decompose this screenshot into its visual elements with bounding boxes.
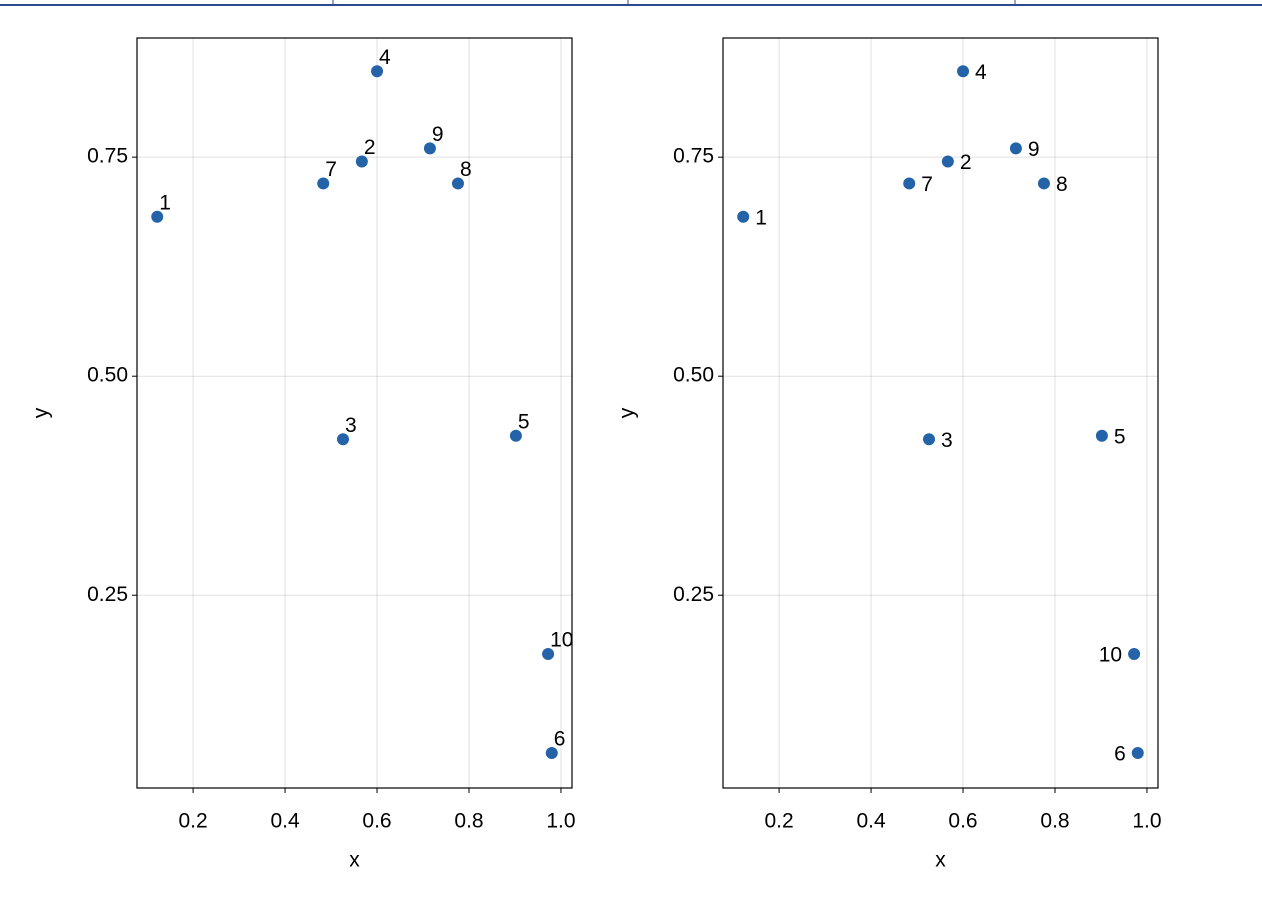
point-label: 1	[755, 206, 767, 229]
points: 1 2 3 4 5 6 7 89 10	[737, 61, 1144, 766]
point	[317, 177, 330, 190]
x-axis-label: x	[349, 849, 360, 872]
point	[903, 177, 916, 190]
point	[451, 177, 464, 190]
point	[337, 433, 350, 446]
point	[545, 746, 558, 759]
point-label: 5	[1114, 425, 1126, 448]
y-tick-label: 0.50	[87, 364, 128, 387]
point	[1009, 142, 1022, 155]
point-label: 6	[554, 728, 566, 751]
point-label: 2	[960, 151, 972, 174]
point-label: 7	[325, 158, 337, 181]
point	[1037, 177, 1050, 190]
y-tick-label: 0.75	[673, 145, 714, 168]
y-tick-label: 0.50	[673, 364, 714, 387]
plot-frame	[136, 37, 573, 789]
point-label: 9	[1028, 138, 1040, 161]
y-axis-label: y	[616, 407, 639, 418]
point	[941, 155, 954, 168]
point-label: 6	[1114, 743, 1126, 766]
point-label: 3	[345, 414, 357, 437]
point-label: 9	[432, 123, 444, 146]
y-axis-label: y	[30, 407, 53, 418]
chart-panel: 0.2 0.4 0.6 0.8 1.0 0.25 0.50 0.75 x y 1 2 3 4 5 6 7 89 10	[616, 37, 1162, 872]
point-label: 1	[159, 191, 171, 214]
x-tick-label: 0.8	[1040, 810, 1069, 833]
y-tick-label: 0.25	[87, 583, 128, 606]
point	[1095, 429, 1108, 442]
x-tick-label: 0.2	[178, 810, 207, 833]
plot-frame	[722, 37, 1159, 789]
points: 1 2 3 4 5 6 7 89 10	[151, 46, 573, 759]
point	[542, 647, 555, 660]
point	[957, 65, 970, 78]
top-strip	[0, 0, 1262, 6]
point	[509, 429, 522, 442]
point-label: 5	[518, 410, 530, 433]
x-tick-label: 1.0	[546, 810, 575, 833]
x-tick-label: 0.6	[948, 810, 977, 833]
x-tick-label: 0.2	[764, 810, 793, 833]
point	[737, 210, 750, 223]
point-label: 8	[1056, 173, 1068, 196]
point-label: 10	[550, 628, 573, 651]
point	[1128, 647, 1141, 660]
point-label: 7	[921, 173, 933, 196]
x-tick-label: 0.8	[454, 810, 483, 833]
point	[151, 210, 164, 223]
point-label: 3	[941, 429, 953, 452]
x-tick-label: 0.4	[856, 810, 886, 833]
point	[1131, 746, 1144, 759]
point-label: 2	[364, 136, 376, 159]
point	[423, 142, 436, 155]
x-tick-label: 0.6	[362, 810, 391, 833]
point	[923, 433, 936, 446]
chart-panel: 0.2 0.4 0.6 0.8 1.0 0.25 0.50 0.75 x y 1 2 3 4 5 6 7 89 10	[30, 37, 576, 872]
x-tick-label: 0.4	[270, 810, 300, 833]
point-label: 4	[379, 46, 391, 69]
point-label: 8	[460, 158, 472, 181]
point-label: 4	[975, 61, 987, 84]
y-tick-label: 0.25	[673, 583, 714, 606]
y-tick-label: 0.75	[87, 145, 128, 168]
point	[355, 155, 368, 168]
point	[371, 65, 384, 78]
x-tick-label: 1.0	[1132, 810, 1161, 833]
point-label: 10	[1099, 643, 1122, 666]
x-axis-label: x	[935, 849, 946, 872]
